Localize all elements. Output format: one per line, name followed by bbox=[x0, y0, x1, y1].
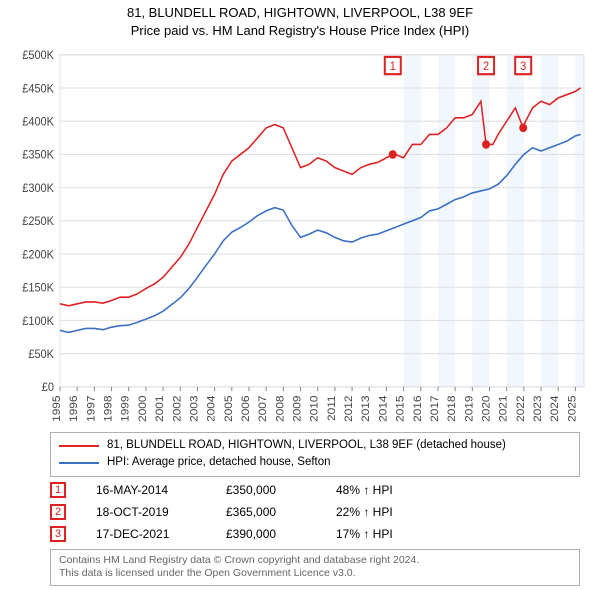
sale-date: 16-MAY-2014 bbox=[96, 483, 196, 497]
title-line-1: 81, BLUNDELL ROAD, HIGHTOWN, LIVERPOOL, … bbox=[10, 4, 590, 22]
sale-hpi: 22% ↑ HPI bbox=[336, 505, 580, 519]
x-tick-label: 2013 bbox=[361, 396, 373, 422]
series-hpi bbox=[60, 135, 581, 333]
x-tick-label: 2024 bbox=[550, 395, 562, 422]
sale-row: 3 17-DEC-2021 £390,000 17% ↑ HPI bbox=[50, 523, 580, 545]
y-tick-label: £100K bbox=[22, 316, 54, 328]
x-tick-label: 2015 bbox=[395, 396, 407, 422]
x-tick-label: 2009 bbox=[292, 396, 304, 422]
x-tick-label: 2010 bbox=[309, 396, 321, 422]
x-tick-label: 1998 bbox=[103, 396, 115, 422]
sale-hpi: 17% ↑ HPI bbox=[336, 527, 580, 541]
x-tick-label: 2017 bbox=[429, 396, 441, 422]
x-tick-label: 2006 bbox=[240, 396, 252, 422]
sale-marker-number: 1 bbox=[390, 61, 396, 73]
x-tick-label: 2005 bbox=[223, 396, 235, 422]
y-tick-label: £150K bbox=[22, 283, 54, 295]
y-tick-label: £300K bbox=[22, 183, 54, 195]
x-tick-label: 2007 bbox=[258, 396, 270, 422]
y-tick-label: £400K bbox=[22, 117, 54, 129]
y-tick-label: £200K bbox=[22, 249, 54, 261]
x-tick-label: 2019 bbox=[464, 396, 476, 422]
sale-price: £390,000 bbox=[226, 527, 306, 541]
sale-row: 2 18-OCT-2019 £365,000 22% ↑ HPI bbox=[50, 501, 580, 523]
title-line-2: Price paid vs. HM Land Registry's House … bbox=[10, 22, 590, 40]
title-block: 81, BLUNDELL ROAD, HIGHTOWN, LIVERPOOL, … bbox=[10, 4, 590, 40]
legend-swatch bbox=[59, 462, 99, 464]
sale-marker: 2 bbox=[50, 504, 66, 520]
sale-marker-number: 3 bbox=[520, 61, 526, 73]
legend-row: 81, BLUNDELL ROAD, HIGHTOWN, LIVERPOOL, … bbox=[59, 437, 571, 454]
legend-label: HPI: Average price, detached house, Seft… bbox=[107, 454, 331, 471]
y-tick-label: £0 bbox=[42, 382, 54, 394]
x-tick-label: 2000 bbox=[137, 396, 149, 422]
x-tick-label: 2025 bbox=[567, 396, 579, 422]
x-tick-label: 2002 bbox=[172, 396, 184, 422]
x-tick-label: 2014 bbox=[378, 395, 390, 422]
footer-line-2: This data is licensed under the Open Gov… bbox=[59, 567, 571, 581]
x-tick-label: 2023 bbox=[532, 396, 544, 422]
sale-price: £365,000 bbox=[226, 505, 306, 519]
chart-area: £0 £50K £100K £150K £200K £250K £300K £350K £400… bbox=[10, 44, 590, 428]
sale-date: 18-OCT-2019 bbox=[96, 505, 196, 519]
sale-dot bbox=[389, 150, 397, 159]
x-tick-label: 2001 bbox=[154, 396, 166, 422]
y-tick-label: £250K bbox=[22, 216, 54, 228]
sale-marker: 3 bbox=[50, 526, 66, 542]
sale-marker: 1 bbox=[50, 482, 66, 498]
sale-date: 17-DEC-2021 bbox=[96, 527, 196, 541]
sale-hpi: 48% ↑ HPI bbox=[336, 483, 580, 497]
chart-svg: £0 £50K £100K £150K £200K £250K £300K £350K £400… bbox=[10, 44, 590, 428]
x-tick-label: 1996 bbox=[69, 396, 81, 422]
y-tick-label: £50K bbox=[28, 349, 54, 361]
sale-row: 1 16-MAY-2014 £350,000 48% ↑ HPI bbox=[50, 479, 580, 501]
x-tick-label: 2008 bbox=[275, 396, 287, 422]
x-tick-label: 2020 bbox=[481, 396, 493, 422]
sale-dot bbox=[482, 141, 490, 150]
y-tick-label: £450K bbox=[22, 83, 54, 95]
x-tick-label: 2016 bbox=[412, 396, 424, 422]
x-tick-label: 2012 bbox=[343, 396, 355, 422]
sale-dot bbox=[519, 124, 527, 133]
footer-line-1: Contains HM Land Registry data © Crown c… bbox=[59, 554, 571, 568]
x-tick-label: 2022 bbox=[515, 396, 527, 422]
chart-container: 81, BLUNDELL ROAD, HIGHTOWN, LIVERPOOL, … bbox=[0, 0, 600, 590]
sales-list: 1 16-MAY-2014 £350,000 48% ↑ HPI 2 18-OCT-201… bbox=[50, 479, 580, 545]
legend-row: HPI: Average price, detached house, Seft… bbox=[59, 454, 571, 471]
x-tick-label: 2021 bbox=[498, 396, 510, 422]
x-tick-label: 1995 bbox=[51, 396, 63, 422]
x-tick-label: 2011 bbox=[326, 396, 338, 421]
x-tick-label: 2003 bbox=[189, 396, 201, 422]
sale-marker-number: 2 bbox=[483, 61, 489, 73]
x-tick-label: 2018 bbox=[446, 396, 458, 422]
legend-swatch bbox=[59, 445, 99, 447]
legend-label: 81, BLUNDELL ROAD, HIGHTOWN, LIVERPOOL, … bbox=[107, 437, 506, 454]
footer: Contains HM Land Registry data © Crown c… bbox=[50, 549, 580, 586]
y-tick-label: £350K bbox=[22, 150, 54, 162]
x-tick-label: 2004 bbox=[206, 395, 218, 422]
legend: 81, BLUNDELL ROAD, HIGHTOWN, LIVERPOOL, … bbox=[50, 432, 580, 477]
y-tick-label: £500K bbox=[22, 50, 54, 62]
x-tick-label: 1999 bbox=[120, 396, 132, 422]
sale-price: £350,000 bbox=[226, 483, 306, 497]
x-tick-label: 1997 bbox=[86, 396, 98, 422]
